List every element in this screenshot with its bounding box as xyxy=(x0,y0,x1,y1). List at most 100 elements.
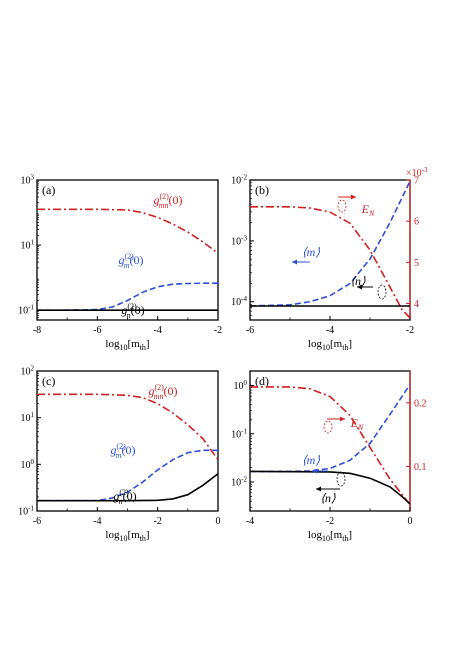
label-sub: N xyxy=(368,209,375,218)
arrow-left-axis-m-head xyxy=(292,259,297,265)
series-line-n xyxy=(249,470,411,505)
y-tick-base: 10 xyxy=(18,306,28,317)
y-tick-label: 10-2 xyxy=(231,174,247,187)
plot-frame xyxy=(249,370,411,512)
y-tick-exponent: 3 xyxy=(31,174,35,182)
label-tail: (0) xyxy=(123,489,137,503)
xlabel-log-sub: 10 xyxy=(322,534,330,543)
panel-tag: (b) xyxy=(255,183,269,197)
x-tick-label: 0 xyxy=(408,516,413,527)
plot-frame xyxy=(36,179,219,321)
label-base: g xyxy=(118,253,124,267)
series-label: g(2) mn(0) xyxy=(153,192,182,210)
y-tick-base: 10 xyxy=(231,176,241,187)
series-line-e-n xyxy=(250,386,411,506)
y-tick-label: 101 xyxy=(21,411,35,424)
xlabel-log-sub: 10 xyxy=(119,343,127,352)
series-label: EN xyxy=(361,202,375,218)
series-label: ⟨m⟩ xyxy=(302,245,320,259)
y-tick-base: 10 xyxy=(234,381,244,392)
x-tick-label: -6 xyxy=(246,325,254,336)
xlabel-log: log xyxy=(105,529,120,541)
y-tick-exponent: -2 xyxy=(241,476,247,484)
series-line-g-m-0- xyxy=(37,449,218,502)
x-tick-label: 0 xyxy=(216,516,221,527)
series-label: EN xyxy=(350,416,364,432)
series-line-e-n xyxy=(250,206,411,319)
x-tick-label: -2 xyxy=(326,516,334,527)
x-axis-label: log10[mth] xyxy=(308,529,352,543)
x-tick-label: -2 xyxy=(406,325,414,336)
xlabel-text-sub: th xyxy=(140,534,146,543)
label-sup: (2) xyxy=(127,302,137,311)
label-sup: (2) xyxy=(154,383,164,392)
multiplier-exponent: -3 xyxy=(422,166,428,174)
label-sub: n xyxy=(119,497,123,506)
plot-frame xyxy=(249,179,411,321)
curve-marker-ellipse xyxy=(323,420,333,434)
y-tick-exponent: -3 xyxy=(241,234,247,242)
xlabel-end: ] xyxy=(348,529,352,541)
y-tick-base: 10 xyxy=(18,507,28,518)
arrow-left-axis-m-head xyxy=(312,468,317,474)
series-label: ⟨n⟩ xyxy=(350,274,366,288)
y-tick-label: 10-1 xyxy=(18,505,34,518)
label-sub: n xyxy=(127,311,131,320)
y-tick-exponent: -1 xyxy=(241,427,247,435)
y-tick-label: 10-1 xyxy=(18,304,34,317)
y-tick-base: 10 xyxy=(21,367,31,378)
curve-marker-ellipse xyxy=(377,284,387,300)
series-line-m xyxy=(249,180,411,307)
panel-tag: (a) xyxy=(42,183,55,197)
xlabel-text-sub: th xyxy=(140,343,146,352)
series-label: ⟨n⟩ xyxy=(320,491,336,505)
label-sub: mn xyxy=(159,201,169,210)
label-text: ⟨m⟩ xyxy=(302,245,320,259)
xlabel-log-sub: 10 xyxy=(322,343,330,352)
label-sup: (2) xyxy=(119,488,129,497)
series-label: g(2) m(0) xyxy=(118,252,143,270)
y-tick-base: 10 xyxy=(231,297,241,308)
series-label: g(2) n(0) xyxy=(113,488,136,506)
y-tick-label: 10-1 xyxy=(231,427,247,440)
xlabel-log-sub: 10 xyxy=(119,534,127,543)
label-text: E xyxy=(350,416,359,430)
label-sup: (2) xyxy=(124,252,134,261)
label-base: g xyxy=(113,489,119,503)
panel-tag: (d) xyxy=(255,374,269,388)
y-tick-label: 10-4 xyxy=(231,295,247,308)
right-tick-label: 4 xyxy=(414,299,419,310)
y-tick-exponent: 2 xyxy=(31,365,35,373)
series-line-g-mn-0- xyxy=(37,393,219,461)
series-label: ⟨m⟩ xyxy=(302,453,320,467)
xlabel-log: log xyxy=(308,529,323,541)
xlabel-end: ] xyxy=(146,529,150,541)
arrow-left-axis-n-head xyxy=(316,486,321,492)
xlabel-text: [m xyxy=(127,338,140,350)
series-label: g(2) m(0) xyxy=(110,442,135,460)
label-tail: (0) xyxy=(164,384,178,398)
label-text: ⟨m⟩ xyxy=(302,453,320,467)
y-tick-label: 100 xyxy=(234,379,248,392)
y-tick-exponent: 1 xyxy=(31,239,35,247)
y-tick-base: 10 xyxy=(231,429,241,440)
xlabel-log: log xyxy=(308,338,323,350)
label-base: g xyxy=(121,303,127,317)
label-text: ⟨n⟩ xyxy=(320,491,336,505)
xlabel-text-sub: th xyxy=(342,343,348,352)
y-tick-base: 10 xyxy=(21,241,31,252)
series-line-m xyxy=(250,384,411,473)
series-line-g-n-0- xyxy=(37,473,219,502)
y-tick-exponent: 0 xyxy=(31,458,35,466)
x-tick-label: -4 xyxy=(153,325,161,336)
xlabel-log: log xyxy=(105,338,120,350)
right-tick-label: 0.1 xyxy=(414,462,427,473)
y-tick-label: 101 xyxy=(21,239,35,252)
y-tick-base: 10 xyxy=(231,478,241,489)
xlabel-text-sub: th xyxy=(342,534,348,543)
right-tick-label: 6 xyxy=(414,217,419,228)
label-sub: N xyxy=(357,423,364,432)
y-tick-exponent: -1 xyxy=(28,505,34,513)
arrow-right-axis-head xyxy=(351,194,356,200)
